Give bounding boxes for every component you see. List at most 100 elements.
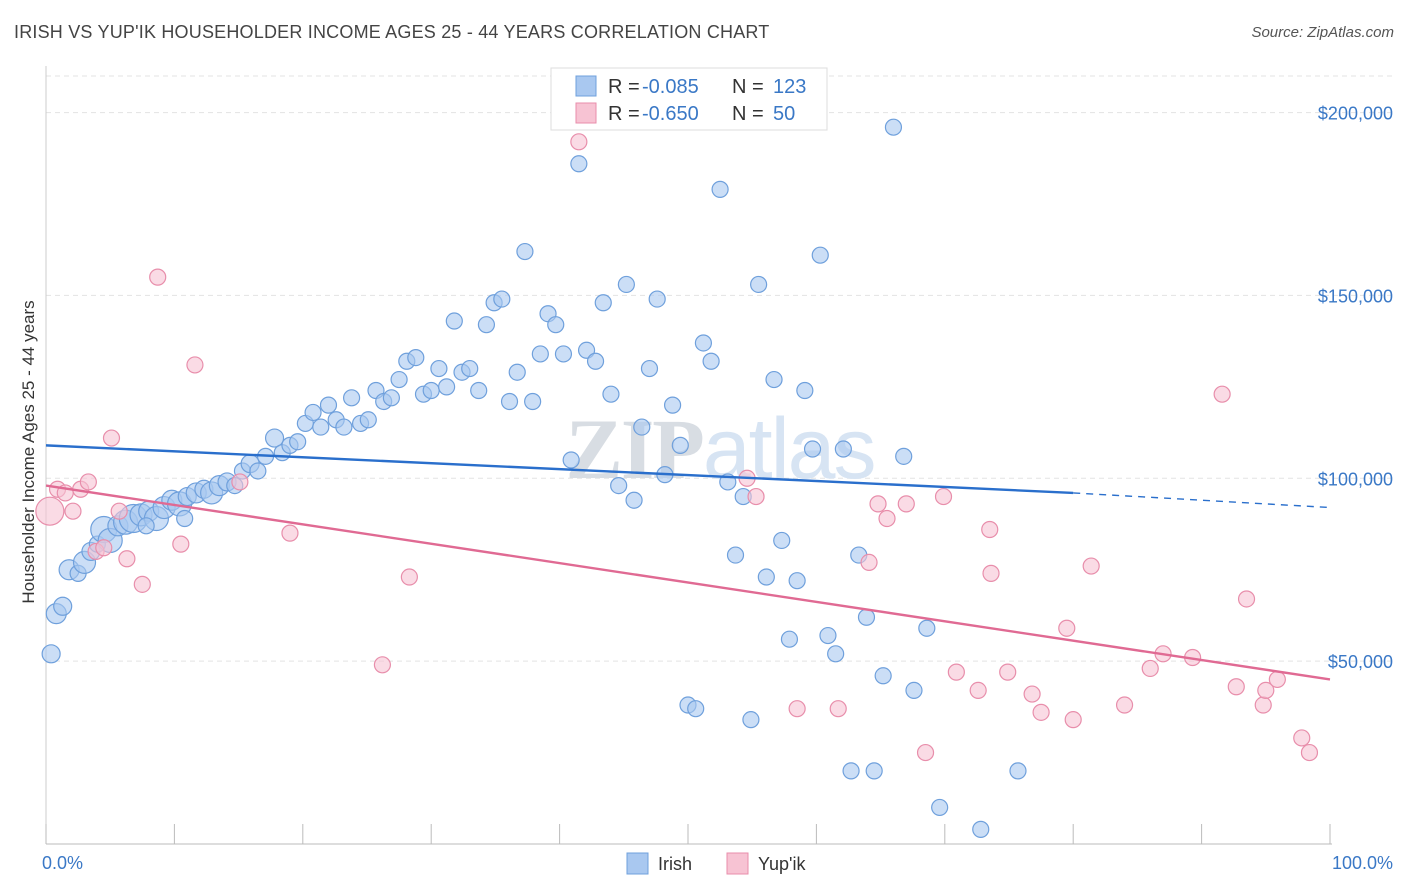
irish-point: [874, 667, 892, 685]
yupik-point: [400, 568, 418, 586]
irish-point: [918, 619, 936, 637]
irish-point: [663, 396, 682, 414]
irish-point: [438, 378, 456, 396]
irish-trend-line-extension: [1073, 492, 1331, 509]
yupik-trend-line: [45, 484, 1331, 681]
y-tick-label: $150,000: [1318, 286, 1393, 306]
yupik-point: [231, 473, 249, 491]
irish-point: [586, 352, 605, 370]
trend-lines: [45, 444, 1331, 681]
yupik-point: [878, 509, 896, 528]
legend-yupik-n-value: 50: [773, 103, 795, 125]
irish-point: [827, 645, 845, 663]
irish-point: [264, 428, 285, 448]
irish-point: [319, 396, 338, 414]
irish-point: [335, 418, 353, 436]
yupik-point: [373, 656, 392, 674]
irish-point: [249, 462, 267, 480]
irish-point: [602, 385, 620, 403]
irish-point: [694, 334, 713, 352]
irish-point: [711, 180, 729, 198]
irish-point: [726, 546, 745, 564]
irish-point: [493, 290, 511, 308]
yupik-point: [118, 550, 136, 568]
yupik-point: [860, 553, 878, 572]
yupik-point: [64, 502, 82, 520]
irish-point: [289, 433, 307, 451]
yupik-point: [1064, 711, 1082, 729]
irish-point: [422, 381, 440, 400]
irish-point: [461, 359, 479, 378]
irish-point: [137, 517, 155, 535]
yupik-point: [570, 133, 588, 151]
yupik-point: [1254, 696, 1272, 714]
yupik-points: [35, 133, 1319, 762]
y-tick-label: $50,000: [1328, 652, 1393, 672]
irish-point: [857, 608, 876, 626]
yupik-point: [1237, 590, 1256, 608]
yupik-point: [1257, 681, 1275, 700]
irish-point: [359, 411, 377, 429]
irish-point: [53, 596, 73, 616]
yupik-point: [186, 356, 204, 374]
yupik-point: [1227, 678, 1245, 696]
yupik-point: [35, 496, 65, 526]
irish-point: [516, 242, 534, 261]
irish-point: [508, 363, 526, 381]
yupik-point: [1082, 557, 1100, 575]
yupik-point: [969, 681, 987, 700]
yupik-point: [110, 502, 128, 520]
irish-point: [687, 700, 705, 718]
irish-point: [554, 345, 573, 363]
irish-point: [41, 644, 61, 664]
legend-irish-n-value: 123: [773, 76, 806, 98]
y-tick-label: $100,000: [1318, 469, 1393, 489]
bottom-legend-yupik-label: Yup'ik: [758, 854, 806, 874]
irish-point: [477, 316, 496, 334]
y-axis-label: Householder Income Ages 25 - 44 years: [19, 300, 38, 603]
grid-lines: [46, 75, 1394, 662]
yupik-point: [1300, 743, 1319, 762]
yupik-point: [102, 429, 121, 447]
irish-point: [671, 436, 689, 454]
irish-point: [382, 389, 400, 407]
yupik-point: [869, 495, 887, 513]
irish-point: [640, 359, 659, 378]
yupik-point: [79, 473, 97, 491]
irish-point: [342, 389, 361, 407]
yupik-point: [95, 539, 113, 557]
irish-point: [617, 275, 635, 294]
yupik-point: [934, 487, 953, 506]
irish-point: [750, 275, 768, 294]
irish-point: [811, 246, 829, 264]
irish-point: [884, 118, 903, 136]
legend-irish-r-label: R =: [608, 76, 640, 98]
y-tick-label: $200,000: [1318, 104, 1393, 124]
irish-point: [842, 762, 860, 780]
legend-yupik-r-label: R =: [608, 103, 640, 125]
yupik-point: [1023, 685, 1041, 703]
irish-point: [972, 820, 990, 838]
yupik-point: [947, 663, 965, 681]
irish-point: [430, 359, 448, 378]
yupik-point: [281, 524, 299, 542]
irish-point: [648, 290, 666, 308]
irish-point: [470, 381, 488, 400]
irish-point: [765, 370, 783, 389]
yupik-point: [133, 575, 151, 593]
irish-point: [390, 370, 408, 389]
chart-source: Source: ZipAtlas.com: [1251, 24, 1394, 41]
irish-trend-line: [45, 444, 1074, 495]
irish-point: [562, 451, 580, 469]
irish-point: [905, 681, 923, 700]
irish-point: [633, 418, 651, 436]
yupik-point: [897, 495, 915, 513]
x-tick-label: 100.0%: [1332, 853, 1393, 873]
irish-point: [312, 418, 330, 436]
irish-point: [742, 711, 760, 729]
irish-point: [547, 316, 565, 334]
irish-point: [865, 762, 883, 780]
yupik-point: [916, 743, 935, 762]
irish-point: [594, 294, 612, 312]
